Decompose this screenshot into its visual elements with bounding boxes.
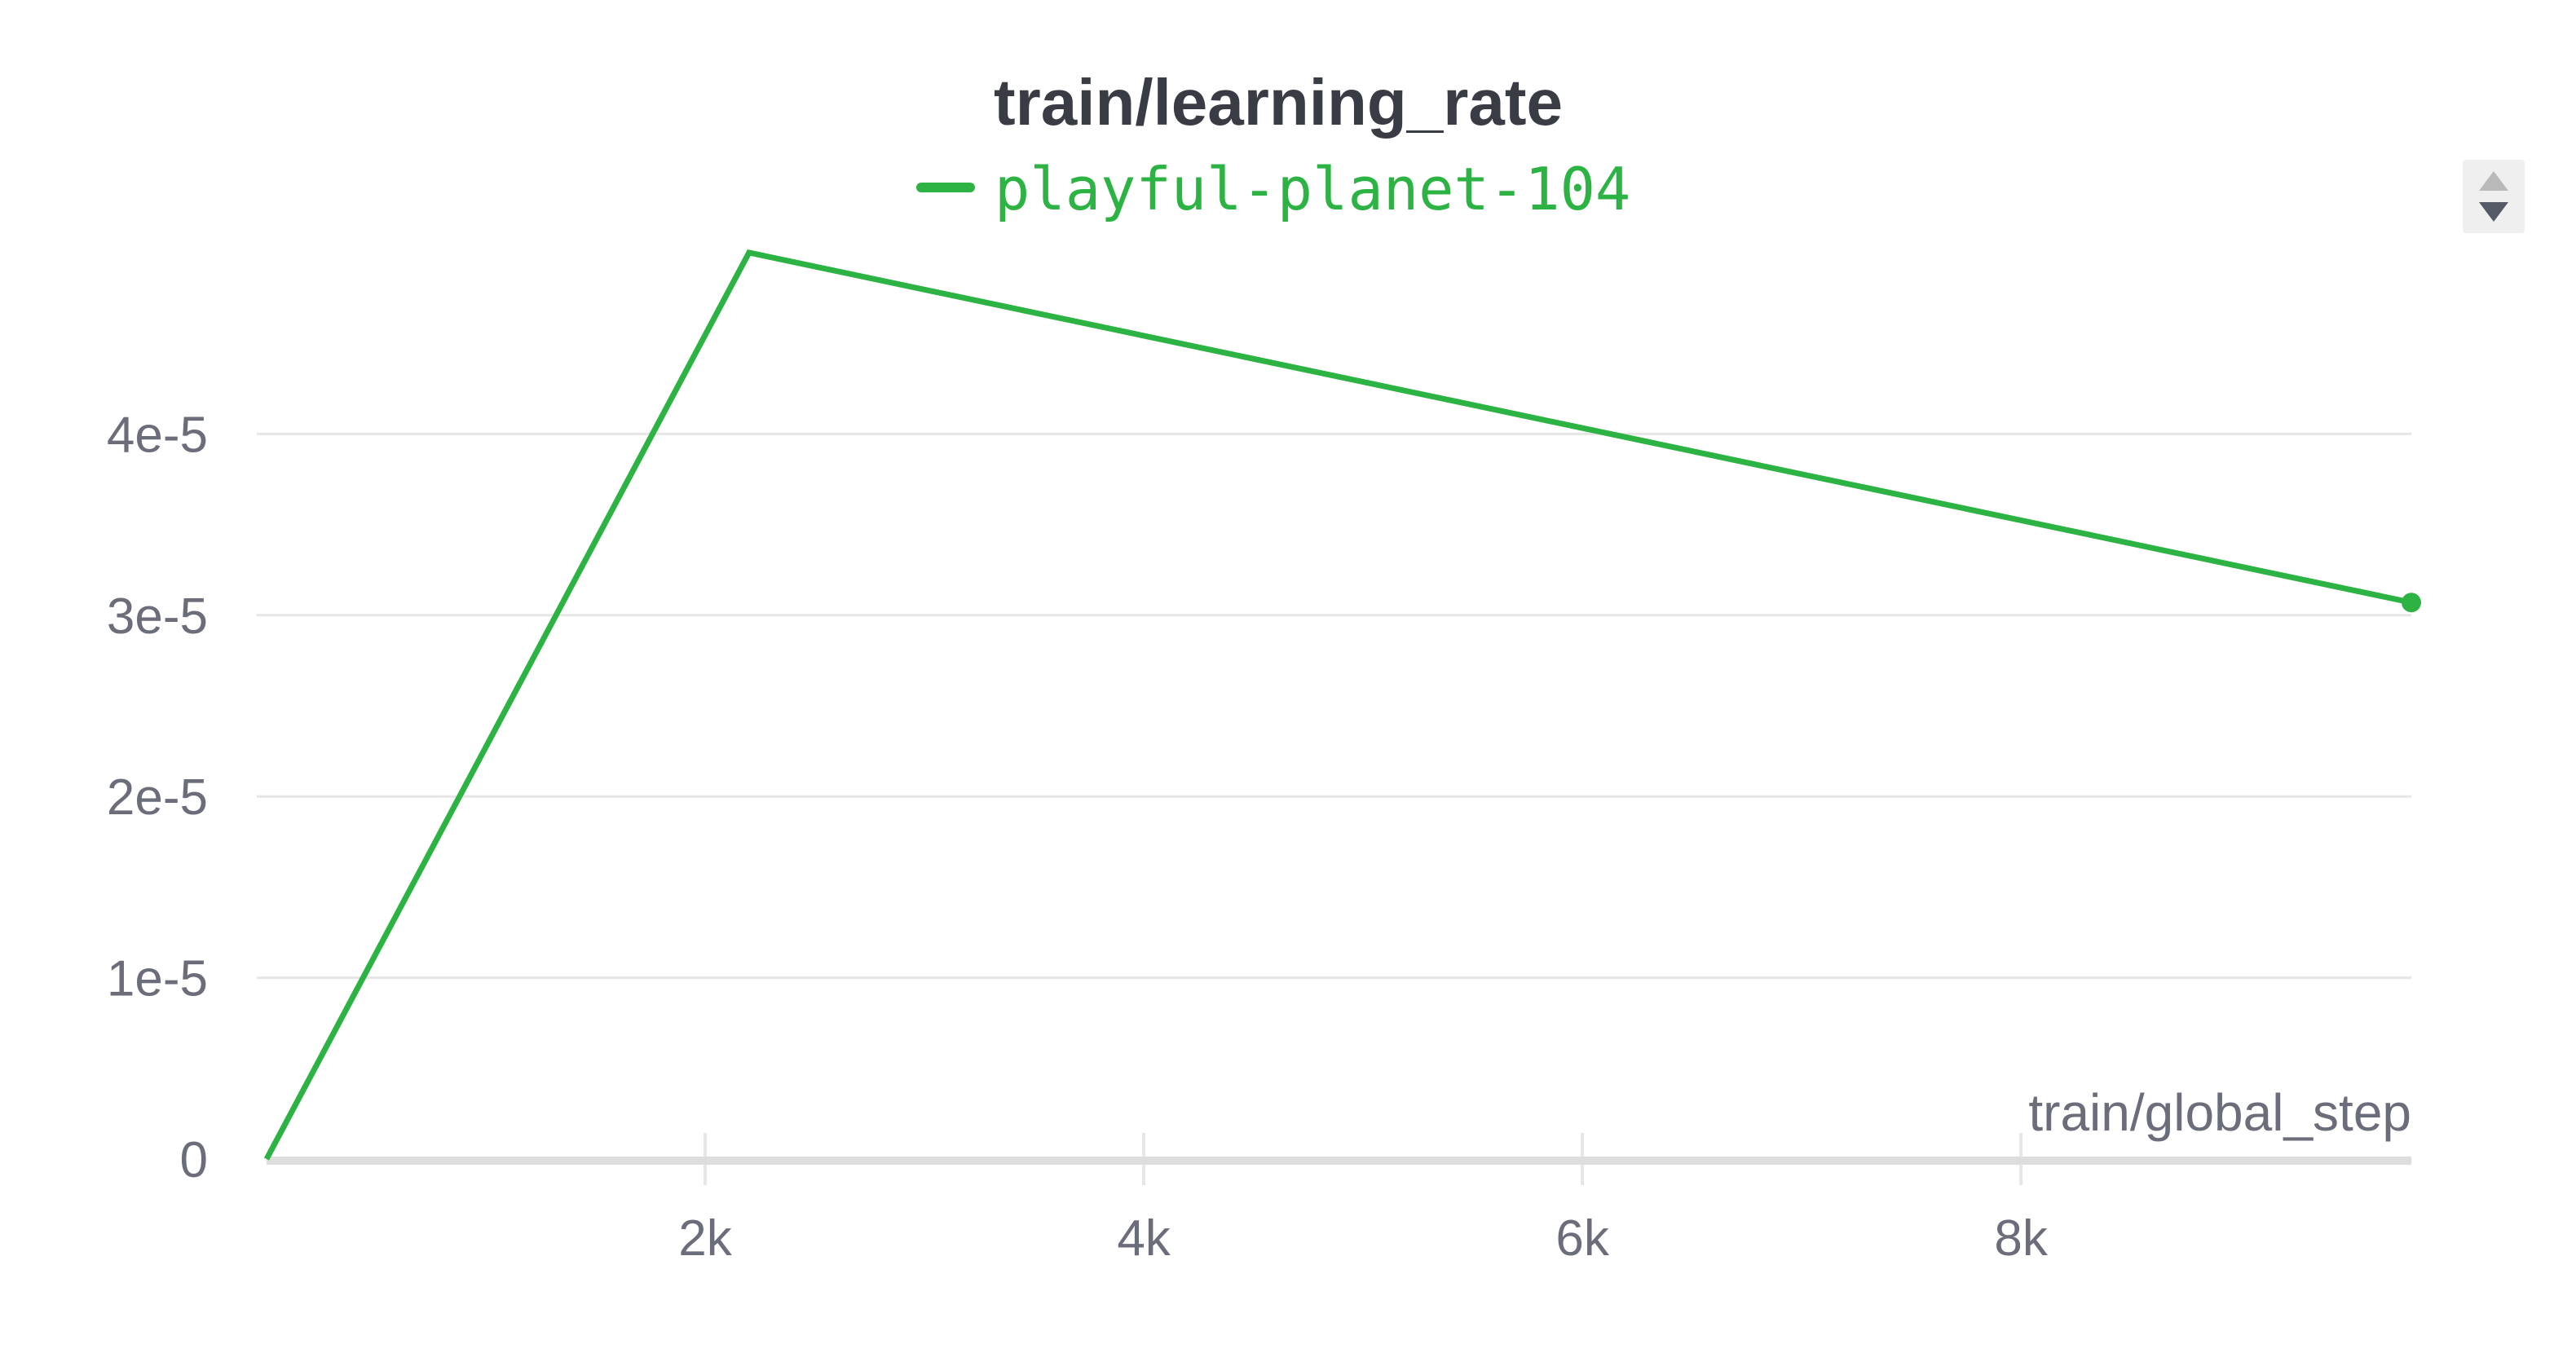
x-tick-label: 2k (678, 1210, 732, 1267)
series-layer (263, 249, 2421, 1161)
x-tick-label: 4k (1117, 1210, 1171, 1267)
series-endpoint-marker (2402, 593, 2421, 613)
legend-label: playful-planet-104 (995, 155, 1630, 223)
arrow-down-icon[interactable] (2479, 202, 2508, 222)
x-tick-label: 8k (1994, 1210, 2048, 1267)
arrow-up-icon[interactable] (2479, 171, 2508, 191)
y-axis-ticks: 0 1e-5 2e-5 3e-5 4e-5 (107, 407, 208, 1188)
series-line-0 (263, 249, 2412, 1161)
y-tick-label: 2e-5 (107, 769, 208, 826)
chart-title: train/learning_rate (994, 66, 1563, 139)
legend: playful-planet-104 (916, 155, 1630, 223)
y-tick-label: 3e-5 (107, 588, 208, 645)
grid (257, 432, 2411, 980)
y-tick-label: 0 (180, 1132, 208, 1188)
x-tick-label: 6k (1555, 1210, 1609, 1267)
y-tick-label: 4e-5 (107, 407, 208, 463)
y-tick-label: 1e-5 (107, 951, 208, 1007)
x-axis-title: train/global_step (2028, 1083, 2411, 1142)
x-axis-ticks: 2k 4k 6k 8k (678, 1133, 2049, 1267)
legend-scroll-stepper[interactable] (2463, 160, 2525, 233)
